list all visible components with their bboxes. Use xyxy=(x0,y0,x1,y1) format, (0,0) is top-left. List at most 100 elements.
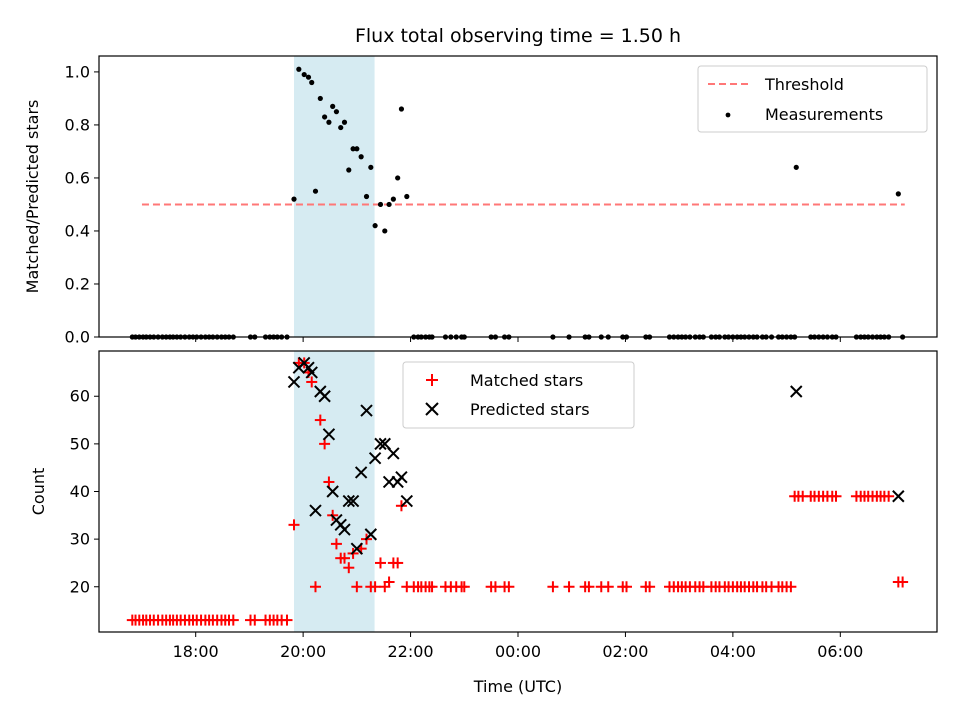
predicted-star-point xyxy=(305,366,318,379)
predicted-star-point xyxy=(318,390,331,403)
matched-star-point xyxy=(458,581,470,593)
x-tick-label: 06:00 xyxy=(817,642,863,661)
matched-star-point xyxy=(563,581,575,593)
predicted-star-point xyxy=(374,437,387,451)
measurement-point xyxy=(354,146,360,152)
bottom-y-tick-label: 40 xyxy=(70,482,90,501)
chart-title: Flux total observing time = 1.50 h xyxy=(355,25,681,47)
matched-star-point xyxy=(338,552,350,564)
measurement-point xyxy=(309,79,315,86)
matched-star-point xyxy=(309,581,321,593)
predicted-star-point xyxy=(395,471,408,484)
x-tick-label: 00:00 xyxy=(495,642,541,661)
measurement-point xyxy=(363,193,370,200)
x-tick-label: 04:00 xyxy=(710,642,756,661)
bottom-y-tick-label: 50 xyxy=(70,434,90,453)
matched-star-point xyxy=(306,376,318,388)
x-tick-label: 18:00 xyxy=(173,642,219,661)
top-legend-box xyxy=(697,65,928,133)
matched-star-point xyxy=(343,562,355,574)
predicted-star-point xyxy=(322,428,336,441)
matched-star-point xyxy=(392,557,404,569)
measurement-point xyxy=(350,146,356,152)
matched-star-point xyxy=(249,614,261,626)
predicted-stars-points xyxy=(287,356,905,555)
predicted-star-point xyxy=(309,504,322,517)
measurement-point xyxy=(793,164,799,170)
bottom-y-tick-label: 20 xyxy=(70,577,90,596)
matched-star-point xyxy=(351,581,363,593)
measurement-point xyxy=(377,201,384,208)
predicted-star-point xyxy=(790,385,803,398)
top-x-ticks xyxy=(195,337,841,342)
bottom-legend: Matched stars Predicted stars xyxy=(402,361,635,429)
measurement-point xyxy=(296,66,302,72)
legend-threshold-label: Threshold xyxy=(764,75,844,94)
bottom-y-ticks: 20 30 40 50 60 xyxy=(70,387,99,596)
measurement-point xyxy=(358,154,364,160)
matched-star-point xyxy=(288,519,300,531)
matched-star-point xyxy=(227,614,239,626)
bottom-y-tick-label: 60 xyxy=(70,387,90,406)
matched-star-point xyxy=(897,576,909,588)
measurement-point xyxy=(382,228,388,234)
matched-star-point xyxy=(281,614,293,626)
matched-star-point xyxy=(621,581,633,593)
predicted-star-point xyxy=(342,494,355,508)
top-y-tick-label: 0.0 xyxy=(65,328,90,347)
bottom-panel: 20 30 40 50 60 18:00 20:00 22:00 00:00 02:00 04:0… xyxy=(29,350,938,696)
measurement-point xyxy=(398,106,405,112)
measurement-point xyxy=(338,124,344,131)
measurement-point xyxy=(368,164,374,170)
predicted-star-point xyxy=(354,466,368,479)
top-panel: 0.0 0.2 0.4 0.6 0.8 1.0 Matched/Predicted sta… xyxy=(23,25,938,347)
x-tick-label: 02:00 xyxy=(602,642,648,661)
matched-star-point xyxy=(383,576,395,588)
top-y-tick-label: 0.8 xyxy=(65,115,90,134)
measurement-point xyxy=(326,119,332,125)
predicted-star-point xyxy=(346,494,360,508)
legend-measurements-swatch xyxy=(725,112,731,118)
measurement-point xyxy=(390,196,396,202)
predicted-star-point xyxy=(364,528,378,541)
matched-star-point xyxy=(785,581,797,593)
matched-star-point xyxy=(602,581,614,593)
bottom-y-tick-label: 30 xyxy=(70,530,90,549)
measurement-point xyxy=(330,103,336,109)
measurement-point xyxy=(333,109,340,115)
measurement-point xyxy=(386,201,392,208)
matched-star-point xyxy=(330,538,342,550)
top-y-tick-label: 0.2 xyxy=(65,274,90,293)
predicted-star-point xyxy=(287,375,301,389)
predicted-star-point xyxy=(360,404,373,417)
matched-star-point xyxy=(319,438,331,450)
measurement-point xyxy=(895,191,901,197)
top-highlight-span xyxy=(293,56,375,337)
measurement-point xyxy=(322,114,328,120)
top-legend: Threshold Measurements xyxy=(697,65,928,133)
top-y-tick-label: 1.0 xyxy=(65,62,90,81)
predicted-star-point xyxy=(892,490,905,503)
matched-star-point xyxy=(323,476,335,488)
matched-star-point xyxy=(314,414,326,426)
matched-star-point xyxy=(503,581,515,593)
bottom-highlight-span xyxy=(293,351,375,632)
matched-stars-points xyxy=(126,357,909,626)
measurement-point xyxy=(305,74,312,80)
predicted-star-point xyxy=(400,494,414,508)
matched-star-point xyxy=(374,557,386,569)
measurement-point xyxy=(312,188,319,194)
measurement-point xyxy=(404,193,410,200)
predicted-star-point xyxy=(368,451,382,465)
predicted-star-point xyxy=(338,523,351,536)
matched-star-point xyxy=(644,581,656,593)
measurement-point xyxy=(395,175,401,181)
matched-star-point xyxy=(369,581,381,593)
measurement-point xyxy=(291,196,297,202)
matched-star-point xyxy=(426,581,438,593)
top-y-tick-label: 0.4 xyxy=(65,221,90,240)
legend-matched-label: Matched stars xyxy=(470,371,583,390)
top-y-ticks: 0.0 0.2 0.4 0.6 0.8 1.0 xyxy=(65,62,99,347)
x-tick-label: 20:00 xyxy=(280,642,326,661)
measurement-point xyxy=(301,71,307,78)
